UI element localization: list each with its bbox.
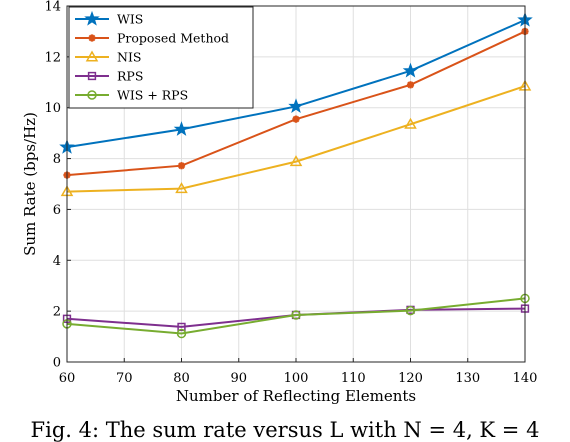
y-tick-label: 0	[53, 356, 61, 371]
y-tick-label: 14	[44, 0, 61, 15]
legend-label: NIS	[117, 50, 141, 65]
triangle-marker	[175, 182, 188, 194]
x-tick-label: 110	[341, 371, 366, 386]
legend-item: WIS	[75, 10, 143, 27]
circle-marker	[176, 328, 187, 339]
series-line	[66, 85, 526, 193]
x-tick-label: 120	[398, 371, 423, 386]
series-group	[59, 11, 533, 339]
legend: WIS Proposed Method NIS RPS WIS + RPS	[68, 6, 254, 109]
asterisk-marker-stroke	[88, 34, 96, 42]
asterisk-marker-stroke	[178, 162, 185, 170]
series	[63, 27, 529, 179]
star-marker	[173, 121, 190, 136]
y-tick-label: 12	[44, 50, 61, 65]
triangle-marker	[404, 117, 417, 129]
asterisk-marker-stroke	[292, 115, 300, 123]
triangle-marker	[289, 155, 303, 167]
legend-label: WIS + RPS	[117, 88, 188, 103]
x-tick-label: 80	[173, 371, 190, 386]
asterisk-marker-stroke	[407, 81, 414, 89]
star-marker	[288, 98, 304, 114]
x-tick-label: 60	[59, 371, 76, 386]
legend-label: RPS	[117, 69, 143, 84]
figure-caption: Fig. 4: The sum rate versus L with N = 4…	[31, 418, 540, 442]
legend-item: WIS + RPS	[75, 88, 188, 103]
x-tick-label: 70	[116, 371, 133, 386]
x-tick-label: 100	[284, 371, 309, 386]
series	[60, 79, 532, 197]
square-marker	[87, 71, 97, 81]
x-tick-label: 90	[230, 371, 247, 386]
y-tick-label: 2	[53, 305, 61, 320]
circle-marker	[291, 310, 301, 320]
y-tick-label: 6	[53, 203, 61, 218]
axis-ticks: 60 70 80 90 100 110 120 130 140 0 2 4 6 8 10 12 14	[44, 0, 537, 386]
circle-marker	[87, 90, 97, 100]
legend-item: NIS	[75, 50, 141, 65]
y-axis-label: Sum Rate (bps/Hz)	[21, 112, 39, 256]
star-marker	[402, 62, 419, 78]
legend-label: WIS	[117, 12, 143, 27]
x-tick-label: 140	[513, 371, 538, 386]
legend-item: RPS	[75, 69, 143, 84]
x-axis-label: Number of Reflecting Elements	[176, 387, 416, 405]
series-line	[66, 297, 526, 335]
star-marker	[84, 10, 100, 26]
circle-marker	[405, 305, 416, 316]
y-tick-label: 4	[53, 254, 61, 269]
legend-label: Proposed Method	[117, 31, 229, 46]
triangle-marker	[85, 50, 99, 62]
y-tick-label: 8	[53, 152, 61, 167]
square-marker	[177, 322, 186, 332]
legend-item: Proposed Method	[75, 31, 229, 46]
x-tick-label: 130	[455, 371, 480, 386]
y-tick-label: 10	[44, 101, 61, 116]
